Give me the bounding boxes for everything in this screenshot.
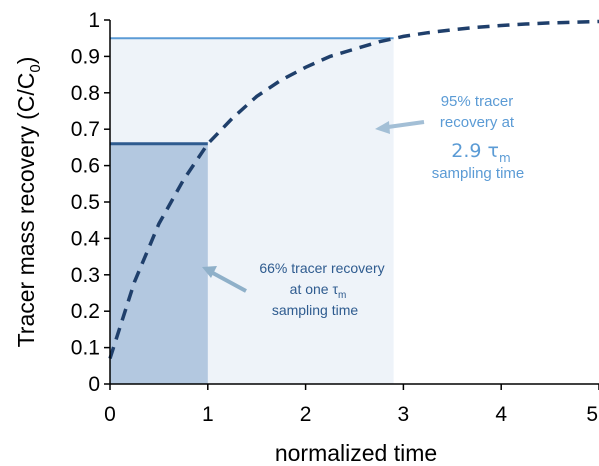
y-axis-title: Tracer mass recovery (C/C0) <box>13 57 44 348</box>
y-tick-label: 1 <box>88 9 100 32</box>
y-tick-label: 0.1 <box>71 337 100 360</box>
annotation-95-line3: 2.9 τm <box>451 140 510 165</box>
series-layer <box>108 19 599 360</box>
y-tick-label: 0.7 <box>71 118 100 141</box>
y-tick-label: 0.3 <box>71 264 100 287</box>
annotation-66-line2-text: at one τ <box>290 281 339 297</box>
y-tick-label: 0.2 <box>71 300 100 323</box>
annotation-66-line3: sampling time <box>272 302 359 318</box>
y-tick-label: 0.8 <box>71 82 100 105</box>
y-axis-title-close: ) <box>13 57 39 65</box>
annotation-66-line1: 66% tracer recovery <box>259 260 384 276</box>
x-tick-label: 3 <box>398 403 410 426</box>
region-0-fill <box>110 143 208 384</box>
x-axis-title: normalized time <box>275 440 437 466</box>
annotation-66-arrow-line <box>210 270 247 293</box>
y-tick-label: 0.5 <box>71 191 100 214</box>
x-tick-label: 4 <box>495 403 507 426</box>
y-axis-title-open: (C/C <box>13 73 39 120</box>
x-ticks: 0 1 2 3 4 5 <box>104 384 599 426</box>
y-tick-label: 0.4 <box>71 227 101 250</box>
annotation-95-line2: recovery at <box>440 114 515 131</box>
x-tick-label: 2 <box>300 403 312 426</box>
y-axis-title-main: Tracer mass recovery <box>13 125 39 347</box>
annotation-66: 66% tracer recovery at one τm sampling t… <box>202 260 385 318</box>
annotation-95: 95% tracer recovery at 2.9 τm sampling t… <box>375 93 524 182</box>
y-tick-label: 0.6 <box>71 155 100 178</box>
x-tick-label: 1 <box>202 403 214 426</box>
annotation-95-arrowhead <box>375 121 390 134</box>
series-0-line <box>108 19 599 360</box>
y-axis-title-sub: 0 <box>27 64 44 72</box>
annotation-66-line2: at one τm <box>290 281 347 301</box>
annotation-95-line1: 95% tracer <box>441 93 514 110</box>
y-tick-label: 0 <box>88 373 100 396</box>
annotation-95-line3-sub: m <box>499 151 511 165</box>
annotation-95-arrow-line <box>387 120 425 129</box>
annotation-66-line2-sub: m <box>338 290 346 301</box>
annotation-95-line4: sampling time <box>432 165 525 182</box>
annotation-66-arrowhead <box>202 266 217 278</box>
annotation-95-line3-text: 2.9 τ <box>451 140 499 162</box>
x-tick-label: 5 <box>586 403 598 426</box>
y-tick-label: 0.9 <box>71 45 100 68</box>
y-ticks: 0 0.1 0.2 0.3 0.4 0.5 0.6 0.7 0.8 0.9 1 <box>71 9 110 396</box>
shaded-regions <box>110 37 394 384</box>
x-tick-label: 0 <box>104 403 116 426</box>
